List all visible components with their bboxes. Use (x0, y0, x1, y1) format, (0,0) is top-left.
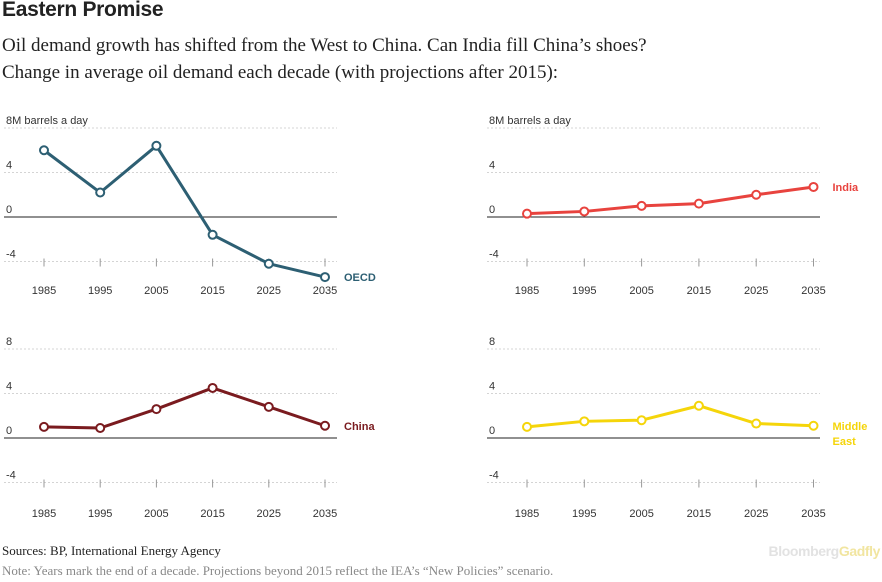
logo-part-gadfly: Gadfly (838, 543, 881, 559)
x-tick-label: 2035 (313, 508, 337, 520)
data-point (95, 422, 106, 433)
x-tick-label: 2015 (687, 508, 711, 520)
data-point (751, 418, 762, 429)
series-label-line: Middle (833, 421, 868, 433)
y-tick-label: 8 (6, 336, 12, 348)
x-tick-label: 2005 (629, 508, 653, 520)
data-point (207, 229, 218, 240)
note-text: Note: Years mark the end of a decade. Pr… (2, 563, 554, 578)
series-line-china (42, 386, 327, 430)
chart-panel-china: 8 4 0 -4 1985 1995 2005 2015 2025 2035 China (4, 336, 375, 520)
data-point (263, 258, 274, 269)
x-tick-label: 2025 (744, 508, 768, 520)
y-tick-label: 0 (6, 425, 12, 437)
x-tick-label: 2025 (257, 508, 281, 520)
x-tick-label: 1995 (572, 508, 596, 520)
series-label: India (833, 182, 860, 194)
x-tick-label: 2025 (257, 285, 281, 297)
x-tick-label: 2025 (744, 285, 768, 297)
x-tick-label: 1995 (572, 285, 596, 297)
bloomberg-gadfly-logo: BloombergGadfly (768, 543, 881, 559)
y-tick-label: 4 (489, 160, 495, 172)
data-point (693, 400, 704, 411)
y-tick-label: 4 (6, 381, 12, 393)
data-point (320, 420, 330, 431)
data-point (320, 272, 330, 283)
x-tick-label: 1995 (88, 508, 112, 520)
y-axis-label: 8M barrels a day (489, 115, 571, 127)
data-point (751, 189, 762, 200)
x-tick-label: 2005 (144, 508, 168, 520)
x-tick-label: 2005 (144, 285, 168, 297)
y-tick-label: 0 (6, 204, 12, 216)
series-line-oecd (42, 144, 327, 279)
chart-title: Eastern Promise (2, 0, 164, 21)
logo-part-bloomberg: Bloomberg (768, 543, 840, 559)
data-point (693, 198, 704, 209)
data-point (522, 208, 532, 219)
chart-panel-middle-east: 8 4 0 -4 1985 1995 2005 2015 2025 2035 Middle East (487, 336, 867, 520)
y-tick-label: 0 (489, 425, 495, 437)
series-label: OECD (344, 272, 376, 284)
series-label-line: India (833, 182, 860, 194)
x-tick-label: 2015 (200, 508, 224, 520)
series-label: China (344, 421, 375, 433)
chart-description: Change in average oil demand each decade… (2, 62, 559, 83)
series-line-middle-east (525, 404, 815, 429)
series-label: Middle East (833, 421, 868, 448)
data-point (95, 187, 106, 198)
data-point (39, 145, 49, 156)
x-tick-label: 1985 (32, 285, 56, 297)
y-axis-label: 8M barrels a day (6, 115, 88, 127)
y-tick-label: -4 (489, 249, 499, 261)
series-line-india (525, 185, 815, 216)
y-tick-label: 4 (6, 160, 12, 172)
y-tick-label: -4 (489, 470, 499, 482)
data-point (39, 421, 49, 432)
x-tick-label: 2035 (801, 508, 825, 520)
series-label-line: OECD (344, 272, 376, 284)
data-point (636, 200, 647, 211)
y-tick-label: -4 (6, 470, 16, 482)
data-point (151, 404, 162, 415)
series-label-line: East (833, 436, 857, 448)
chart-panel-oecd: 4 0 -4 8M barrels a day 1985 1995 2005 2015 2025… (4, 115, 376, 297)
y-tick-label: 4 (489, 381, 495, 393)
data-point (808, 181, 819, 192)
x-tick-label: 2015 (200, 285, 224, 297)
x-tick-label: 2035 (801, 285, 825, 297)
y-tick-label: 8 (489, 336, 495, 348)
chart-panel-india: 4 0 -4 8M barrels a day 1985 1995 2005 2015 2025… (487, 115, 859, 297)
x-tick-label: 1985 (515, 508, 539, 520)
data-point (522, 421, 532, 432)
data-point (207, 382, 218, 393)
data-point (808, 420, 819, 431)
x-tick-label: 1985 (515, 285, 539, 297)
data-point (579, 206, 590, 217)
data-point (263, 401, 274, 412)
x-tick-label: 2035 (313, 285, 337, 297)
data-point (636, 415, 647, 426)
y-tick-label: 0 (489, 204, 495, 216)
x-tick-label: 2015 (687, 285, 711, 297)
series-label-line: China (344, 421, 375, 433)
chart-subtitle: Oil demand growth has shifted from the W… (2, 35, 647, 56)
sources-text: Sources: BP, International Energy Agency (2, 543, 221, 558)
x-tick-label: 2005 (629, 285, 653, 297)
x-tick-label: 1985 (32, 508, 56, 520)
y-tick-label: -4 (6, 249, 16, 261)
data-point (151, 140, 162, 151)
data-point (579, 416, 590, 427)
x-tick-label: 1995 (88, 285, 112, 297)
